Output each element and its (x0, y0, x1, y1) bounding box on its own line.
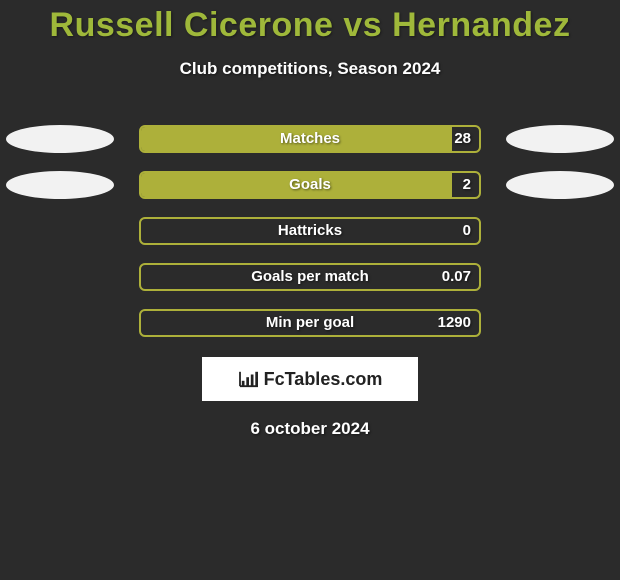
stat-label: Hattricks (141, 219, 479, 243)
stat-bar: Goals per match0.07 (139, 263, 481, 291)
stat-bar: Min per goal1290 (139, 309, 481, 337)
stat-row: Goals2 (0, 171, 620, 199)
page-title: Russell Cicerone vs Hernandez (0, 0, 620, 45)
player-right-oval (506, 171, 614, 199)
stat-bar: Goals2 (139, 171, 481, 199)
stat-bar: Hattricks0 (139, 217, 481, 245)
player-left-oval (6, 125, 114, 153)
brand-logo: FcTables.com (238, 369, 383, 390)
stat-value-right: 0.07 (442, 265, 471, 289)
brand-logo-box[interactable]: FcTables.com (202, 357, 418, 401)
player-left-oval (6, 171, 114, 199)
stat-value-right: 1290 (438, 311, 471, 335)
stat-label: Goals (141, 173, 479, 197)
stat-label: Matches (141, 127, 479, 151)
stat-row: Matches28 (0, 125, 620, 153)
stat-row: Goals per match0.07 (0, 263, 620, 291)
stat-value-right: 0 (463, 219, 471, 243)
date-text: 6 october 2024 (0, 419, 620, 439)
stat-label: Goals per match (141, 265, 479, 289)
page-subtitle: Club competitions, Season 2024 (0, 59, 620, 79)
stat-row: Hattricks0 (0, 217, 620, 245)
stat-bar: Matches28 (139, 125, 481, 153)
chart-bars-icon (238, 370, 260, 388)
stat-row: Min per goal1290 (0, 309, 620, 337)
stat-label: Min per goal (141, 311, 479, 335)
player-right-oval (506, 125, 614, 153)
stats-container: Matches28 Goals2 Hattricks0 Goals per match… (0, 125, 620, 337)
brand-logo-text: FcTables.com (264, 369, 383, 390)
stat-value-right: 28 (454, 127, 471, 151)
stat-value-right: 2 (463, 173, 471, 197)
